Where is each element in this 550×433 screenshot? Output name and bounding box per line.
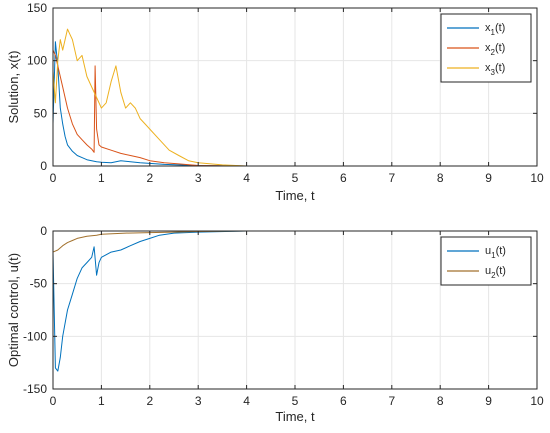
series-line-x1 <box>52 41 537 167</box>
x-tick-label: 4 <box>243 394 250 408</box>
x-tick-label: 5 <box>292 394 299 408</box>
y-tick-label: 0 <box>40 224 47 238</box>
x-tick-label: 0 <box>50 394 57 408</box>
x-tick-label: 3 <box>195 171 202 185</box>
x-tick-label: 3 <box>195 394 202 408</box>
legend-box <box>440 236 532 286</box>
legend-entry: x1(t) <box>485 22 505 37</box>
x-tick-label: 5 <box>292 171 299 185</box>
x-tick-label: 0 <box>50 171 57 185</box>
legend-entry: u2(t) <box>485 265 506 280</box>
x-tick-label: 7 <box>388 171 395 185</box>
y-tick-label: -100 <box>23 329 47 343</box>
x-tick-label: 1 <box>98 394 105 408</box>
chart-2: 0 1 2 3 4 5 6 7 8 9 10 -150 -100 -50 0 Time, t Optimal c… <box>6 224 544 424</box>
y-tick-label: 150 <box>27 1 47 15</box>
x-tick-label: 1 <box>98 171 105 185</box>
x-tick-label: 10 <box>530 394 544 408</box>
x-axis-label: Time, t <box>275 188 315 203</box>
legend-entry: x3(t) <box>485 62 505 77</box>
x-tick-label: 2 <box>146 171 153 185</box>
x-tick-label: 8 <box>437 394 444 408</box>
legend: u1(t) u2(t) <box>440 236 532 286</box>
y-tick-label: 50 <box>34 106 48 120</box>
y-tick-label: -150 <box>23 382 47 396</box>
x-tick-label: 10 <box>530 171 544 185</box>
y-tick-label: 100 <box>27 54 47 68</box>
x-tick-label: 6 <box>340 394 347 408</box>
series-line-x2 <box>52 49 537 167</box>
x-axis-label: Time, t <box>275 409 315 424</box>
x-tick-label: 4 <box>243 171 250 185</box>
legend-entry: x2(t) <box>485 42 505 57</box>
y-axis-label: Optimal control, u(t) <box>6 253 21 367</box>
x-tick-label: 9 <box>485 394 492 408</box>
x-tick-label: 2 <box>146 394 153 408</box>
y-axis-label: Solution, x(t) <box>6 51 21 124</box>
series-line-u1 <box>52 230 537 372</box>
x-tick-label: 9 <box>485 171 492 185</box>
legend-entry: u1(t) <box>485 245 506 260</box>
legend: x1(t) x2(t) x3(t) <box>440 13 532 83</box>
x-tick-label: 6 <box>340 171 347 185</box>
x-tick-label: 8 <box>437 171 444 185</box>
series-line-x3 <box>52 28 537 167</box>
y-tick-label: 0 <box>40 159 47 173</box>
x-tick-label: 7 <box>388 394 395 408</box>
y-tick-label: -50 <box>30 277 48 291</box>
